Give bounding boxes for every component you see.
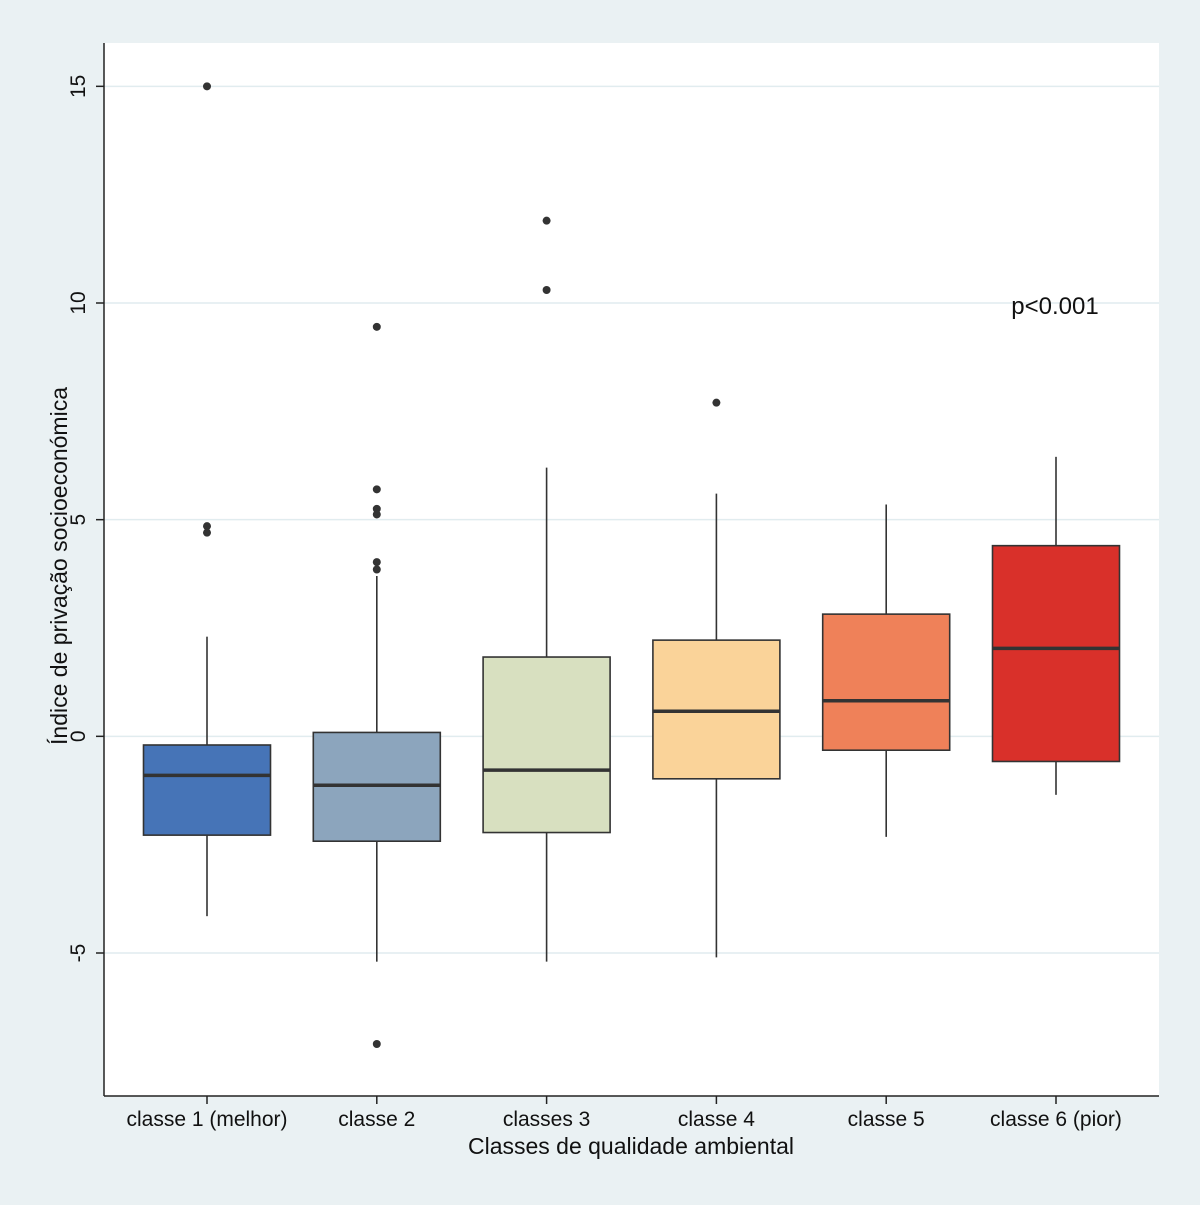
outlier-point <box>372 558 381 567</box>
box-iqr <box>991 544 1121 763</box>
box-group <box>482 216 611 962</box>
y-tick-label: 5 <box>67 514 90 526</box>
y-tick-label: 10 <box>67 291 90 314</box>
outlier-point <box>372 485 381 494</box>
outlier-point <box>203 82 211 91</box>
y-tick-label: -5 <box>67 944 90 963</box>
y-tick-label: 0 <box>67 730 90 742</box>
outlier-point <box>372 565 381 574</box>
box-group <box>312 322 442 1048</box>
x-tick-label: classe 6 (pior) <box>990 1108 1122 1131</box>
outlier-point <box>372 504 381 513</box>
y-axis-title: Índice de privação socioeconómica <box>46 387 72 745</box>
x-tick-label: classe 1 (melhor) <box>126 1108 287 1131</box>
outlier-point <box>203 522 211 531</box>
x-tick-label: classe 2 <box>338 1108 415 1131</box>
axes <box>103 43 1159 1097</box>
plot-area <box>104 43 1159 1096</box>
y-tick-label: 15 <box>67 75 90 98</box>
box-series <box>142 82 1121 1048</box>
box-group <box>821 504 951 837</box>
x-axis-title: Classes de qualidade ambiental <box>468 1133 794 1159</box>
x-tick-label: classe 4 <box>678 1108 755 1131</box>
outlier-point <box>712 398 721 407</box>
x-tick-label: classes 3 <box>503 1108 591 1131</box>
box-group <box>142 82 272 917</box>
box-group <box>991 456 1121 795</box>
tick-labels: -5 0 5 10 15 classe 1 (melhor) classe 2 classes… <box>67 75 1122 1131</box>
box-iqr <box>821 613 951 752</box>
outlier-point <box>203 528 211 537</box>
grid-lines <box>104 85 1159 954</box>
box-iqr <box>142 744 272 836</box>
box-iqr <box>482 656 611 834</box>
outlier-point <box>542 216 551 225</box>
outlier-point <box>372 322 381 331</box>
outlier-point <box>372 510 381 519</box>
box-group <box>652 398 781 958</box>
outlier-point <box>372 1040 381 1048</box>
outlier-point <box>542 286 551 294</box>
p-value-annotation: p<0.001 <box>1011 293 1098 320</box>
x-tick-label: classe 5 <box>848 1108 925 1131</box>
